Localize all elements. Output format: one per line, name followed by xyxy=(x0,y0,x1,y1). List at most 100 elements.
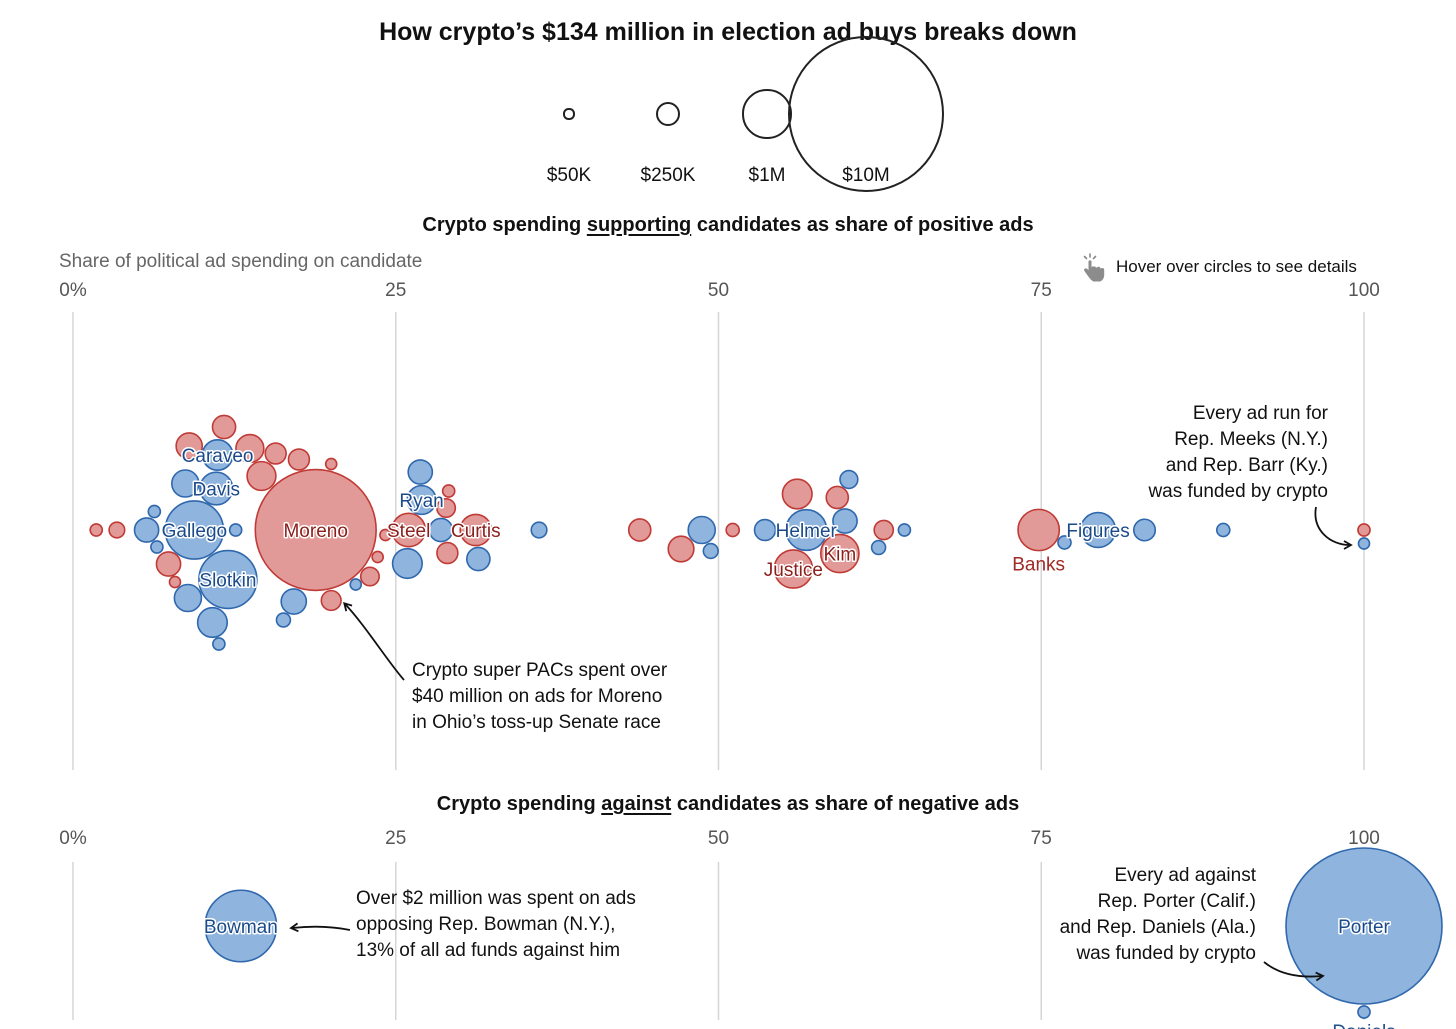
tick-label: 0% xyxy=(59,280,87,301)
candidate-bubble xyxy=(133,517,160,543)
candidate-bubble xyxy=(155,551,182,577)
candidate-bubble xyxy=(436,497,457,519)
candidate-bubble xyxy=(436,541,459,565)
annotation-porter-daniels: Every ad against Rep. Porter (Calif.) an… xyxy=(1059,865,1256,964)
candidate-label: Helmer xyxy=(776,521,838,542)
candidate-bubble xyxy=(150,540,164,554)
tick-label: 50 xyxy=(707,828,730,849)
candidate-bubble xyxy=(235,433,265,464)
candidate-bubble xyxy=(204,889,278,963)
candidate-bubble xyxy=(320,589,342,612)
candidate-bubble xyxy=(211,414,237,440)
candidate-label: Daniels xyxy=(1332,1022,1395,1029)
candidate-bubble xyxy=(212,637,226,651)
candidate-bubble xyxy=(832,508,858,534)
candidate-bubble xyxy=(1357,1005,1371,1019)
candidate-bubble xyxy=(264,442,287,465)
candidate-bubble xyxy=(175,432,204,460)
candidate-label: Steel xyxy=(387,521,430,542)
candidate-bubble xyxy=(168,575,182,589)
candidate-bubble xyxy=(359,566,380,587)
tick-label: 75 xyxy=(1030,280,1052,301)
section-title-supporting: Crypto spending supporting candidates as… xyxy=(422,214,1034,236)
candidate-bubble xyxy=(275,612,292,628)
candidate-bubble xyxy=(201,438,234,472)
candidate-bubble xyxy=(280,588,308,615)
arrow-bowman xyxy=(289,922,351,933)
candidate-bubble xyxy=(324,457,338,471)
tick-label: 25 xyxy=(385,280,407,301)
candidate-bubble xyxy=(198,549,258,610)
candidate-bubble xyxy=(147,504,162,519)
legend-label-1: $250K xyxy=(640,165,696,186)
candidate-label: Gallego xyxy=(162,521,228,542)
hover-hint: Hover over circles to see details xyxy=(1082,252,1357,282)
annotation-moreno: Crypto super PACs spent over $40 million… xyxy=(412,660,668,733)
legend-label-0: $50K xyxy=(546,165,592,186)
tick-label: 0% xyxy=(59,828,87,849)
candidate-bubble xyxy=(349,578,363,591)
tick-label: 100 xyxy=(1348,828,1380,849)
legend-circle-1 xyxy=(655,101,681,127)
candidate-label: Justice xyxy=(764,560,823,581)
candidate-bubble xyxy=(702,542,719,560)
candidate-bubble xyxy=(825,485,850,510)
candidate-label: Figures xyxy=(1066,521,1129,542)
candidate-label: Davis xyxy=(193,480,241,501)
candidate-bubble xyxy=(725,522,741,538)
candidate-label: Slotkin xyxy=(199,571,256,592)
candidate-bubble xyxy=(391,547,423,580)
candidate-bubble xyxy=(839,469,859,490)
arrow-meeks-barr xyxy=(1314,506,1353,550)
tick-label: 25 xyxy=(385,828,407,849)
candidate-bubble xyxy=(287,448,311,471)
candidate-bubble xyxy=(1132,518,1157,542)
candidate-bubble xyxy=(459,513,493,547)
candidate-bubble xyxy=(199,471,234,506)
candidate-bubble xyxy=(391,512,427,548)
pointer-hand-icon xyxy=(1083,253,1105,282)
candidate-bubble xyxy=(897,523,912,537)
tick-label: 75 xyxy=(1030,828,1052,849)
candidate-bubble xyxy=(870,539,887,556)
candidate-bubble xyxy=(108,521,126,539)
section-title-against: Crypto spending against candidates as sh… xyxy=(436,793,1020,815)
candidate-bubble xyxy=(196,606,229,639)
candidate-bubble xyxy=(1357,537,1371,550)
candidate-bubble xyxy=(781,478,813,510)
candidate-bubble xyxy=(1215,522,1231,538)
candidate-bubble xyxy=(428,517,454,543)
x-axis-caption: Share of political ad spending on candid… xyxy=(59,251,423,272)
annotation-bowman: Over $2 million was spent on ads opposin… xyxy=(356,888,636,961)
candidate-label: Bowman xyxy=(204,917,278,938)
candidate-bubble xyxy=(627,518,652,542)
candidate-label: Moreno xyxy=(283,521,347,542)
candidate-bubble xyxy=(1079,511,1117,549)
candidate-bubble xyxy=(687,515,717,545)
candidate-label: Ryan xyxy=(399,491,443,512)
candidate-bubble xyxy=(89,523,104,537)
candidate-bubble xyxy=(406,484,437,516)
candidate-bubble xyxy=(530,521,548,539)
candidate-bubble xyxy=(753,518,777,542)
candidate-bubble xyxy=(246,460,277,492)
candidate-bubble xyxy=(173,583,203,613)
candidate-bubble xyxy=(441,484,456,498)
legend-circle-3 xyxy=(788,36,944,192)
candidate-label: Kim xyxy=(823,545,856,566)
annotation-meeks-barr: Every ad run for Rep. Meeks (N.Y.) and R… xyxy=(1148,403,1328,502)
candidate-bubble xyxy=(667,535,695,563)
tick-label: 50 xyxy=(707,280,730,301)
legend-label-3: $10M xyxy=(842,165,890,186)
candidate-bubble xyxy=(1057,535,1072,550)
hover-hint-text: Hover over circles to see details xyxy=(1116,257,1357,276)
candidate-bubble xyxy=(873,519,895,541)
legend-label-2: $1M xyxy=(748,165,786,186)
arrow-porter-daniels xyxy=(1263,961,1325,982)
candidate-bubble xyxy=(1285,847,1443,1005)
candidate-bubble xyxy=(1357,523,1371,537)
chart-title: How crypto’s $134 million in election ad… xyxy=(379,18,1077,46)
candidate-bubble xyxy=(819,533,860,574)
candidate-label: Curtis xyxy=(451,521,501,542)
